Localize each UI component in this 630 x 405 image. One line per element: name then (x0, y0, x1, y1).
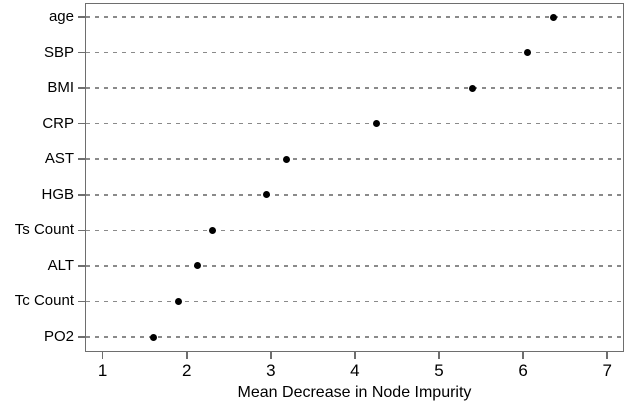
x-tick (606, 352, 608, 359)
data-point (174, 297, 182, 305)
y-tick (78, 265, 85, 267)
y-axis-label: Ts Count (14, 221, 74, 239)
y-axis-label: HGB (41, 185, 74, 203)
y-axis-label: CRP (42, 114, 74, 132)
x-tick (185, 352, 188, 359)
x-tick (438, 352, 440, 359)
y-axis-label: AST (44, 150, 74, 168)
x-tick (101, 352, 104, 359)
y-tick (78, 87, 85, 89)
y-tick (78, 51, 85, 54)
data-point (469, 84, 477, 92)
y-tick (78, 300, 85, 303)
data-point (194, 262, 202, 270)
x-tick (522, 352, 524, 359)
x-tick-label: 7 (602, 361, 612, 380)
y-tick (78, 16, 85, 18)
x-tick (270, 352, 272, 359)
y-axis-label: age (48, 8, 74, 25)
y-axis-label: BMI (47, 79, 74, 97)
y-axis-label: ALT (47, 256, 74, 274)
data-point (523, 49, 531, 57)
y-tick (78, 336, 85, 338)
x-tick-label: 1 (97, 361, 108, 380)
gridline (86, 158, 623, 161)
x-tick (354, 352, 356, 359)
x-tick-label: 6 (518, 361, 528, 380)
gridline (86, 229, 623, 232)
data-point (283, 155, 291, 163)
x-tick-label: 4 (350, 361, 360, 380)
y-axis-label: PO2 (43, 328, 74, 346)
gridline (86, 194, 623, 196)
x-tick-label: 5 (434, 361, 444, 380)
y-tick (78, 122, 85, 125)
y-tick (78, 158, 85, 161)
x-tick-label: 3 (266, 361, 276, 380)
gridline (86, 87, 623, 89)
gridline (86, 336, 623, 338)
gridline (86, 51, 623, 54)
y-tick (78, 229, 85, 232)
data-point (549, 13, 557, 21)
y-axis-label: SBP (43, 43, 74, 61)
plot-border (85, 3, 624, 352)
data-point (263, 191, 271, 199)
y-axis-label: Tc Count (14, 292, 74, 310)
gridline (86, 122, 623, 125)
gridline (86, 300, 623, 303)
data-point (373, 120, 381, 128)
data-point (209, 226, 217, 234)
y-tick (78, 194, 85, 196)
gridline (86, 16, 623, 18)
x-tick-label: 2 (182, 361, 192, 380)
x-axis-title: Mean Decrease in Node Impurity (237, 384, 472, 401)
gridline (86, 265, 623, 267)
data-point (149, 333, 157, 341)
